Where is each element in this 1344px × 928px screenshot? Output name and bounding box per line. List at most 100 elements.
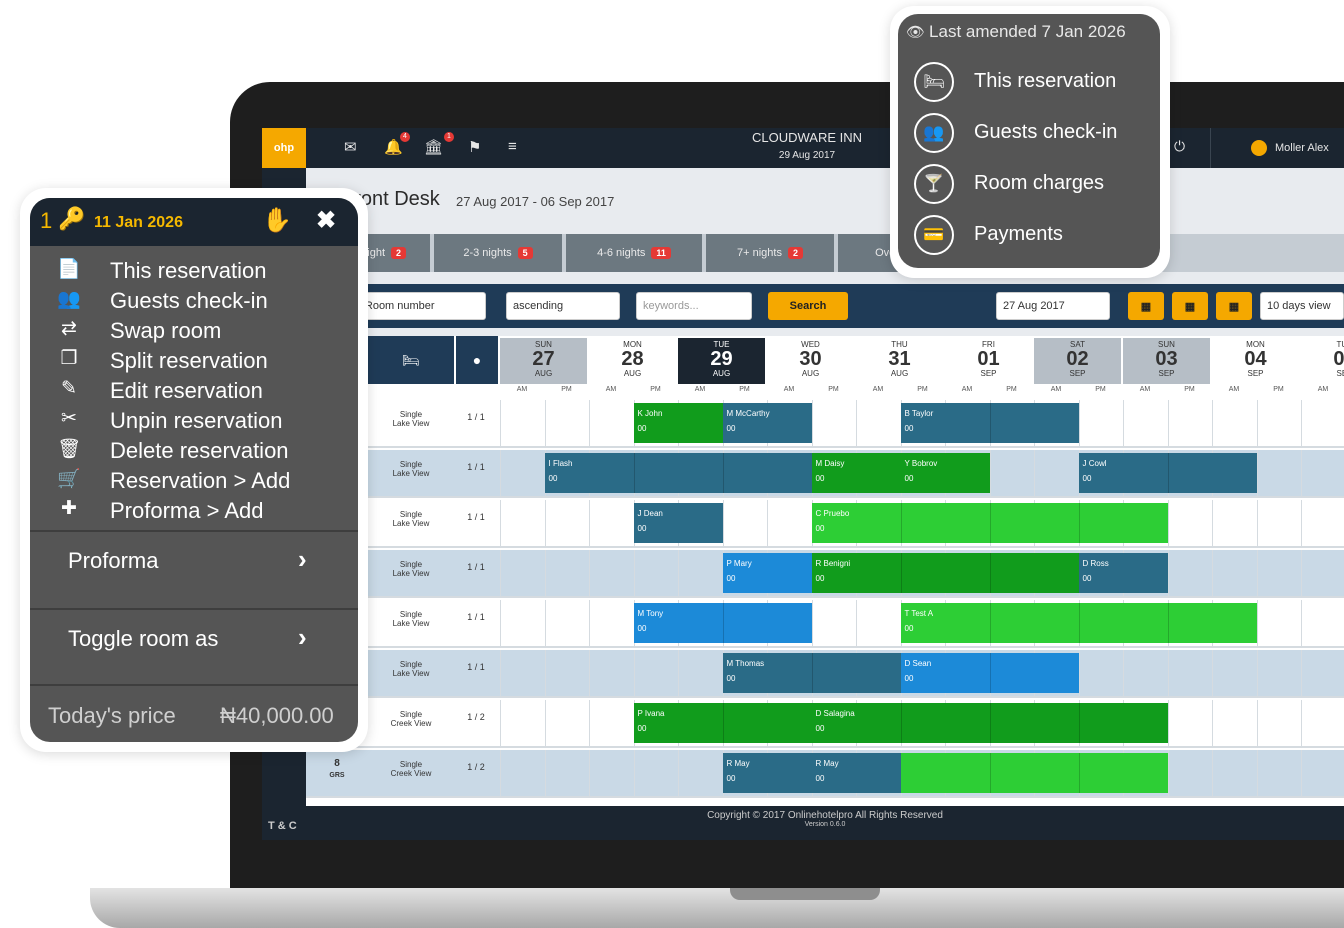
grid-cell[interactable]	[500, 600, 544, 646]
bell-icon[interactable]: 🔔	[384, 139, 403, 156]
close-icon[interactable]: ✖	[316, 207, 337, 234]
grid-cell[interactable]	[1301, 400, 1344, 446]
reservation-block[interactable]: I Flash 00	[544, 453, 812, 493]
grid-cell[interactable]	[767, 500, 811, 546]
flag-icon[interactable]: ⚑	[468, 139, 482, 156]
grid-cell[interactable]	[589, 600, 633, 646]
calendar-today-button[interactable]: ▦	[1172, 292, 1208, 320]
grid-cell[interactable]	[500, 750, 544, 796]
app-logo[interactable]: ohp	[262, 128, 306, 168]
grid-cell[interactable]	[1256, 500, 1301, 546]
grid-cell[interactable]	[500, 450, 544, 496]
mail-icon[interactable]: ✉	[344, 139, 357, 156]
reservation-block[interactable]: M Thomas 00	[722, 653, 901, 693]
day-header[interactable]: MON 28 AUG	[589, 338, 676, 384]
reservation-block[interactable]: R Benigni 00	[811, 553, 1079, 593]
grid-cell[interactable]	[1256, 700, 1301, 746]
grid-cell[interactable]	[544, 750, 589, 796]
bank-icon[interactable]: 🏛	[424, 139, 444, 156]
reservation-block[interactable]: M McCarthy 00	[722, 403, 812, 443]
menu-item[interactable]: ⇄ Swap room	[30, 314, 358, 344]
menu-item[interactable]: ❐ Split reservation	[30, 344, 358, 374]
grid-cell[interactable]	[1167, 650, 1212, 696]
day-header[interactable]: FRI 01 SEP	[945, 338, 1032, 384]
grid-cell[interactable]	[678, 750, 722, 796]
grid-cell[interactable]	[589, 500, 633, 546]
reservation-block[interactable]: Y Bobrov 00	[900, 453, 990, 493]
grid-cell[interactable]	[1078, 400, 1123, 446]
quick-menu-item[interactable]: 👥 Guests check-in	[898, 111, 1160, 157]
day-header[interactable]: TUE 29 AUG	[678, 338, 765, 384]
day-header[interactable]: SAT 02 SEP	[1034, 338, 1121, 384]
grid-cell[interactable]	[1301, 700, 1344, 746]
menu-item[interactable]: ✚ Proforma > Add	[30, 494, 358, 524]
tab-7-nights[interactable]: 7+ nights 2	[706, 234, 834, 272]
menu-item[interactable]: ✎ Edit reservation	[30, 374, 358, 404]
reservation-block[interactable]: J Dean 00	[633, 503, 723, 543]
view-select[interactable]: 10 days view	[1260, 292, 1344, 320]
grid-cell[interactable]	[1167, 550, 1212, 596]
day-header[interactable]: SUN 03 SEP	[1123, 338, 1210, 384]
grid-cell[interactable]	[544, 500, 589, 546]
grid-cell[interactable]	[1212, 750, 1256, 796]
calendar-prev-button[interactable]: ▦	[1128, 292, 1164, 320]
grid-cell[interactable]	[544, 400, 589, 446]
day-header[interactable]: THU 31 AUG	[856, 338, 943, 384]
grid-cell[interactable]	[1301, 450, 1344, 496]
date-picker[interactable]: 27 Aug 2017	[996, 292, 1110, 320]
grid-cell[interactable]	[811, 400, 856, 446]
menu-item[interactable]: 📄 This reservation	[30, 254, 358, 284]
quick-menu-item[interactable]: 🛏 This reservation	[898, 60, 1160, 106]
hand-icon[interactable]: ✋	[262, 207, 292, 234]
menu-icon[interactable]: ≡	[508, 138, 517, 155]
grid-cell[interactable]	[856, 600, 900, 646]
day-header[interactable]: MON 04 SEP	[1212, 338, 1299, 384]
grid-cell[interactable]	[633, 550, 678, 596]
order-select[interactable]: ascending	[506, 292, 620, 320]
grid-cell[interactable]	[1256, 550, 1301, 596]
grid-cell[interactable]	[1301, 650, 1344, 696]
grid-cell[interactable]	[1167, 500, 1212, 546]
grid-cell[interactable]	[500, 500, 544, 546]
reservation-block[interactable]: R May 00	[811, 753, 901, 793]
grid-cell[interactable]	[500, 550, 544, 596]
reservation-block[interactable]: D Ross 00	[1078, 553, 1168, 593]
grid-cell[interactable]	[1301, 500, 1344, 546]
user-menu[interactable]: Moller Alex	[1210, 128, 1344, 168]
reservation-block[interactable]: M Daisy 00	[811, 453, 901, 493]
grid-cell[interactable]	[589, 650, 633, 696]
grid-cell[interactable]	[1123, 650, 1167, 696]
power-icon[interactable]: ⏻	[1174, 138, 1186, 154]
grid-cell[interactable]	[1212, 500, 1256, 546]
grid-cell[interactable]	[589, 550, 633, 596]
grid-cell[interactable]	[1212, 650, 1256, 696]
grid-cell[interactable]	[544, 650, 589, 696]
day-header[interactable]: SUN 27 AUG	[500, 338, 587, 384]
grid-cell[interactable]	[1301, 550, 1344, 596]
menu-item[interactable]: ✂ Unpin reservation	[30, 404, 358, 434]
grid-cell[interactable]	[678, 650, 722, 696]
grid-cell[interactable]	[1212, 400, 1256, 446]
grid-cell[interactable]	[1123, 400, 1167, 446]
grid-cell[interactable]	[1301, 750, 1344, 796]
day-header[interactable]: TUE05SEP	[1301, 338, 1344, 384]
grid-cell[interactable]	[544, 700, 589, 746]
grid-cell[interactable]	[1256, 650, 1301, 696]
reservation-block[interactable]: J Cowl 00	[1078, 453, 1257, 493]
grid-cell[interactable]	[722, 500, 767, 546]
calendar-next-button[interactable]: ▦	[1216, 292, 1252, 320]
keywords-input[interactable]: keywords...	[636, 292, 752, 320]
day-header[interactable]: WED 30 AUG	[767, 338, 854, 384]
search-button[interactable]: Search	[768, 292, 848, 320]
grid-cell[interactable]	[1167, 700, 1212, 746]
grid-cell[interactable]	[1256, 750, 1301, 796]
grid-cell[interactable]	[1167, 750, 1212, 796]
reservation-block[interactable]: P Ivana 00	[633, 703, 812, 743]
quick-menu-item[interactable]: 💳 Payments	[898, 213, 1160, 259]
reservation-block[interactable]: K John 00	[633, 403, 723, 443]
grid-cell[interactable]	[500, 400, 544, 446]
grid-cell[interactable]	[1256, 600, 1301, 646]
grid-cell[interactable]	[633, 750, 678, 796]
reservation-block[interactable]: M Tony 00	[633, 603, 812, 643]
grid-cell[interactable]	[589, 700, 633, 746]
